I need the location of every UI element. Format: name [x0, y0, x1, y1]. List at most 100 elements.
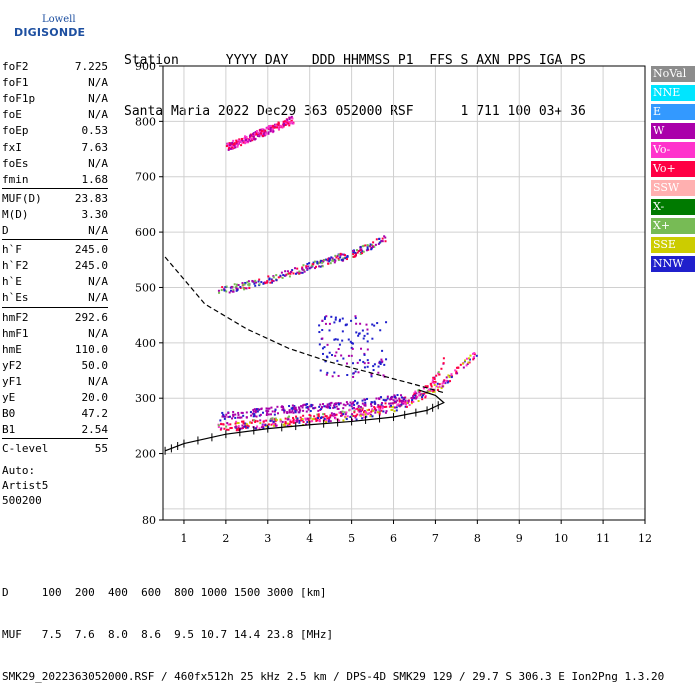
echo-point	[282, 407, 285, 410]
echo-point	[323, 317, 326, 320]
echo-point	[244, 281, 247, 284]
echo-point	[322, 416, 325, 419]
echo-point	[371, 415, 374, 418]
echo-point	[298, 421, 301, 424]
echo-point	[234, 413, 237, 416]
echo-point	[338, 411, 341, 414]
echo-point	[292, 122, 295, 125]
echo-point	[292, 272, 295, 275]
echo-point	[371, 323, 374, 326]
echo-point	[247, 283, 250, 286]
echo-point	[220, 423, 223, 426]
echo-point	[244, 422, 247, 425]
echo-point	[237, 141, 240, 144]
param-key: hmF2	[2, 310, 29, 324]
echo-point	[303, 270, 306, 273]
echo-point	[443, 379, 446, 382]
echo-point	[370, 403, 373, 406]
echo-point	[354, 253, 357, 256]
echo-point	[341, 330, 344, 333]
echo-point	[255, 409, 258, 412]
echo-point	[421, 396, 424, 399]
echo-point	[219, 428, 222, 431]
echo-point	[262, 282, 265, 285]
echo-point	[251, 279, 254, 282]
echo-point	[253, 138, 256, 141]
echo-point	[329, 404, 332, 407]
echo-point	[354, 370, 357, 373]
echo-point	[402, 396, 405, 399]
echo-point	[339, 252, 342, 255]
echo-point	[298, 408, 301, 411]
echo-point	[341, 253, 344, 256]
echo-point	[288, 124, 291, 127]
echo-point	[355, 322, 358, 325]
echo-point	[414, 397, 417, 400]
y-tick-label: 800	[135, 115, 156, 128]
echo-point	[328, 416, 331, 419]
echo-point	[359, 408, 362, 411]
echo-point	[243, 425, 246, 428]
echo-point	[341, 410, 344, 413]
echo-point	[448, 374, 451, 377]
echo-point	[302, 404, 305, 407]
echo-point	[340, 354, 343, 357]
echo-point	[428, 388, 431, 391]
echo-point	[290, 421, 293, 424]
echo-point	[398, 400, 401, 403]
echo-point	[286, 120, 289, 123]
echo-point	[289, 272, 292, 275]
echo-point	[261, 135, 264, 138]
legend-entry: E	[651, 104, 695, 120]
echo-point	[287, 122, 290, 125]
echo-point	[227, 144, 230, 147]
echo-point	[235, 283, 238, 286]
echo-point	[225, 428, 228, 431]
echo-point	[354, 408, 357, 411]
echo-point	[321, 329, 324, 332]
echo-point	[262, 420, 265, 423]
echo-point	[243, 137, 246, 140]
echo-point	[331, 375, 334, 378]
param-value: 292.6	[74, 310, 108, 324]
echo-point	[378, 408, 381, 411]
echo-point	[346, 402, 349, 405]
echo-point	[275, 424, 278, 427]
echo-point	[348, 404, 351, 407]
echo-point	[264, 424, 267, 427]
echo-point	[356, 251, 359, 254]
echo-point	[242, 422, 245, 425]
echo-point	[247, 280, 250, 283]
echo-point	[286, 422, 289, 425]
echo-point	[268, 127, 271, 130]
echo-point	[255, 281, 258, 284]
echo-point	[363, 416, 366, 419]
footer: D 100 200 400 600 800 1000 1500 3000 [km…	[2, 558, 664, 698]
echo-point	[356, 361, 359, 364]
echo-point	[363, 409, 366, 412]
echo-point	[345, 323, 348, 326]
echo-point	[465, 364, 468, 367]
echo-point	[334, 354, 337, 357]
echo-point	[228, 415, 231, 418]
echo-point	[366, 365, 369, 368]
echo-point	[318, 405, 321, 408]
echo-point	[424, 395, 427, 398]
echo-point	[324, 258, 327, 261]
legend-entry: W	[651, 123, 695, 139]
echo-point	[231, 417, 234, 420]
echo-point	[320, 408, 323, 411]
echo-point	[276, 412, 279, 415]
echo-point	[361, 399, 364, 402]
echo-point	[353, 410, 356, 413]
legend-entry: Vo-	[651, 142, 695, 158]
echo-point	[399, 404, 402, 407]
echo-point	[297, 411, 300, 414]
echo-point	[276, 124, 279, 127]
echo-point	[335, 256, 338, 259]
echo-point	[440, 367, 443, 370]
echo-point	[351, 413, 354, 416]
param-key: foEs	[2, 156, 29, 170]
param-key: foF2	[2, 60, 29, 73]
echo-point	[239, 416, 242, 419]
